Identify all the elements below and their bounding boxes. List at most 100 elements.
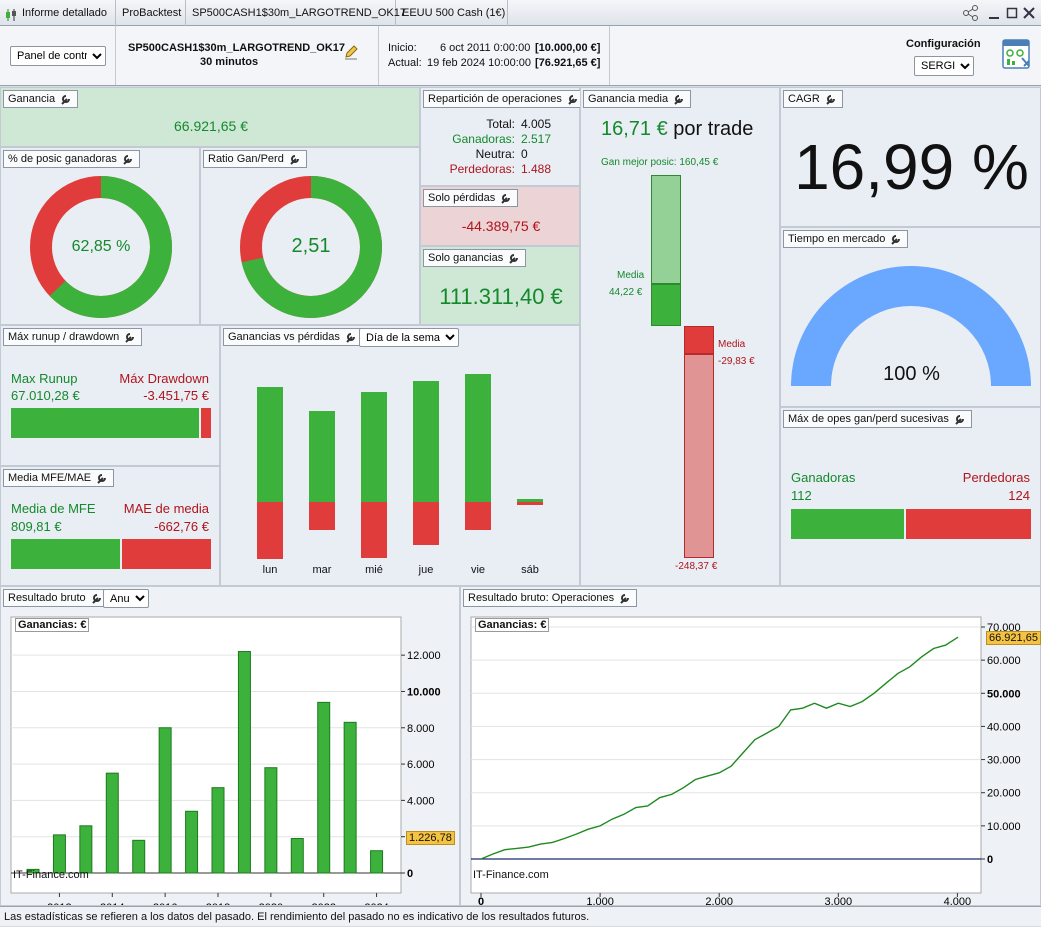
bruto-last-label: 1.226,78 [406,831,455,845]
year-bar [79,825,93,874]
tab-label: ProBacktest [122,7,182,19]
wrench-icon[interactable] [288,152,302,166]
mfe-panel: Media MFE/MAE Media de MFE 809,81 € MAE … [0,466,220,586]
year-bar [237,651,251,874]
actual-label: Actual: [388,57,422,69]
year-bar [290,838,304,874]
wrench-icon[interactable] [499,191,513,205]
neu-label: Neutra: [475,147,515,161]
worst-value: -248,37 € [675,561,718,572]
day-label: vie [470,564,486,576]
loss-bar-vie [465,502,491,531]
actual-date: 19 feb 2024 10:00:00 [427,57,531,69]
y-tick-label: 6.000 [407,759,435,771]
tab-label: EEUU 500 Cash (1€) [402,7,506,19]
gain-bar-vie [465,373,491,502]
strategy-name: SP500CASH1$30m_LARGOTREND_OK17 [128,42,346,54]
year-bar [343,721,357,874]
suc-per-value: 124 [1008,488,1030,503]
wrench-icon[interactable] [344,330,358,344]
dd-bar [201,408,211,438]
close-icon[interactable] [1023,6,1035,23]
loss-bar-mié [361,502,387,558]
total-label: Total: [486,117,515,131]
best-gain-bar [651,175,681,284]
wrench-icon[interactable] [953,412,967,426]
dd-label: Máx Drawdown [119,371,209,386]
y-tick-label: 10.000 [987,821,1021,833]
donut-gain-arc [30,176,172,318]
wrench-icon[interactable] [95,471,109,485]
y-tick-label: 60.000 [987,655,1021,667]
tab-strategy[interactable]: SP500CASH1$30m_LARGOTREND_OK17 [186,0,406,26]
y-tick-label: 4.000 [407,795,435,807]
panel-select[interactable]: Panel de control [10,46,106,66]
loss-bar-lun [257,502,283,559]
ratio-value: 2,51 [291,235,331,257]
share-icon[interactable] [962,5,980,24]
panel-header: Media MFE/MAE [3,469,115,487]
ganancia-value: 66.921,65 € [174,118,248,134]
panel-title: Ratio Gan/Perd [208,153,284,165]
runup-panel: Máx runup / drawdown Max Runup 67.010,28… [0,325,220,466]
gvp-panel: Ganancias vs pérdidas Día de la semana l… [220,325,580,586]
gvp-select[interactable]: Día de la semana [359,328,459,347]
tab-instrument[interactable]: EEUU 500 Cash (1€) [396,0,508,26]
edit-icon[interactable] [343,44,359,63]
panel-header: Solo ganancias [423,249,527,267]
wrench-icon[interactable] [90,591,104,605]
wrench-icon[interactable] [507,251,521,265]
neu-value: 0 [521,147,528,161]
tiempo-value: 100 % [883,363,940,385]
panel-title: Resultado bruto [8,592,86,604]
media-per-label: Media [718,339,746,350]
ratio-panel: Ratio Gan/Perd 2,51 [200,147,420,325]
x-tick-label: 4.000 [944,896,972,905]
inicio-label: Inicio: [388,42,417,54]
gain-bar-sáb [517,499,543,502]
solo-ganancias-value: 111.311,40 € [439,284,563,309]
cagr-value: 16,99 % [794,131,1029,203]
x-tick-label: 2024 [364,902,388,905]
wrench-icon[interactable] [121,152,135,166]
wrench-icon[interactable] [566,92,580,106]
ops-panel: Resultado bruto: Operaciones 0 10.000 20.0… [460,586,1041,906]
y-tick-label: 12.000 [407,650,441,662]
wrench-icon[interactable] [123,330,137,344]
wrench-icon[interactable] [618,591,632,605]
mae-bar [122,539,211,569]
time-gauge [791,266,1031,386]
runup-label: Max Runup [11,371,78,386]
mfe-bar [11,539,120,569]
y-tick-label: 20.000 [987,788,1021,800]
cagr-panel: CAGR 16,99 % [780,87,1041,227]
per-label: Perdedoras: [449,162,515,176]
bruto-select[interactable]: Anual [103,589,149,608]
wrench-icon[interactable] [889,232,903,246]
pct-donut [30,176,172,318]
panel-header: Solo pérdidas [423,189,519,207]
wrench-icon[interactable] [59,92,73,106]
maximize-icon[interactable] [1006,6,1018,23]
actual-value: [76.921,65 €] [535,57,601,69]
user-select[interactable]: SERGIO [914,56,974,76]
year-bar [52,834,66,874]
wrench-icon[interactable] [824,92,838,106]
candlestick-icon [4,6,18,21]
runup-value: 67.010,28 € [11,388,80,403]
panel-title: % de posic ganadoras [8,153,117,165]
minimize-icon[interactable] [988,6,1000,23]
tab-informe[interactable]: Informe detallado [0,0,116,26]
panel-title: Solo ganancias [428,252,504,264]
x-tick-label: 2018 [206,902,230,905]
x-tick-label: 2014 [100,902,124,905]
bruto-chart: 02.0004.0006.0008.00010.00012.0002012201… [10,616,441,905]
wrench-icon[interactable] [672,92,686,106]
y-tick-label: 10.000 [407,686,441,698]
tab-probacktest[interactable]: ProBacktest [116,0,186,26]
x-tick-label: 0 [478,896,484,905]
settings-report-icon[interactable] [1002,39,1032,74]
panel-title: Solo pérdidas [428,192,496,204]
y-tick-label: 50.000 [987,688,1021,700]
ops-watermark: IT-Finance.com [473,869,549,881]
